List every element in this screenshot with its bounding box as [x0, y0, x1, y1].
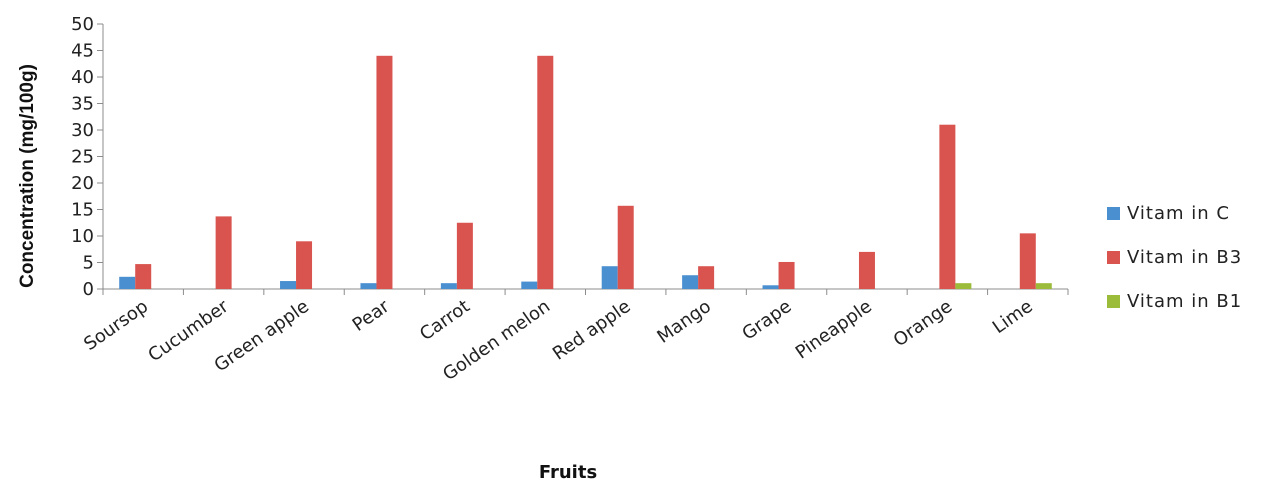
- y-tick-label: 35: [71, 94, 94, 115]
- bar: [457, 223, 473, 289]
- bar: [779, 262, 795, 289]
- x-axis-label: Fruits: [539, 462, 597, 483]
- bars: [119, 56, 1052, 289]
- y-tick-label: 45: [71, 41, 94, 62]
- y-tick-label: 10: [71, 226, 94, 247]
- bar: [698, 266, 714, 289]
- legend-swatch: [1107, 295, 1120, 308]
- category-label: Pineapple: [792, 296, 876, 364]
- category-label: Soursop: [80, 296, 152, 355]
- legend-label: Vitam in B3: [1127, 247, 1242, 268]
- legend-label: Vitam in C: [1127, 203, 1230, 224]
- bar: [1036, 283, 1052, 289]
- y-axis-label: Concentration (mg/100g): [17, 64, 38, 288]
- legend-swatch: [1107, 207, 1120, 220]
- x-axis: [103, 289, 1068, 295]
- bar: [521, 282, 537, 289]
- y-tick-label: 30: [71, 120, 94, 141]
- bar: [135, 264, 151, 289]
- category-label: Pear: [349, 296, 394, 336]
- y-axis: 0 5 10 15 20 25 30 35 40 45 50: [71, 14, 103, 300]
- bar: [376, 56, 392, 289]
- y-tick-label: 20: [71, 173, 94, 194]
- y-tick-label: 50: [71, 14, 94, 35]
- legend-swatch: [1107, 251, 1120, 264]
- bar: [360, 283, 376, 289]
- bar: [763, 285, 779, 289]
- y-tick-label: 15: [71, 200, 94, 221]
- bar: [859, 252, 875, 289]
- bar: [602, 266, 618, 289]
- y-tick-label: 5: [83, 253, 94, 274]
- category-label: Red apple: [549, 296, 635, 365]
- bar: [216, 216, 232, 289]
- category-label: Grape: [738, 296, 795, 345]
- category-label: Mango: [653, 296, 715, 348]
- bar: [296, 241, 312, 289]
- bar: [1020, 233, 1036, 289]
- category-label: Carrot: [416, 296, 474, 345]
- bar: [682, 275, 698, 289]
- bar: [537, 56, 553, 289]
- bar: [441, 283, 457, 289]
- category-label: Orange: [890, 296, 957, 351]
- bar: [280, 281, 296, 289]
- bar: [955, 283, 971, 289]
- bar: [618, 206, 634, 289]
- y-tick-label: 25: [71, 147, 94, 168]
- legend: Vitam in C Vitam in B3 Vitam in B1: [1107, 203, 1242, 312]
- legend-label: Vitam in B1: [1127, 291, 1242, 312]
- category-label: Lime: [989, 296, 1037, 338]
- y-tick-label: 40: [71, 67, 94, 88]
- bar: [119, 277, 135, 289]
- y-tick-label: 0: [83, 279, 94, 300]
- bar: [939, 125, 955, 289]
